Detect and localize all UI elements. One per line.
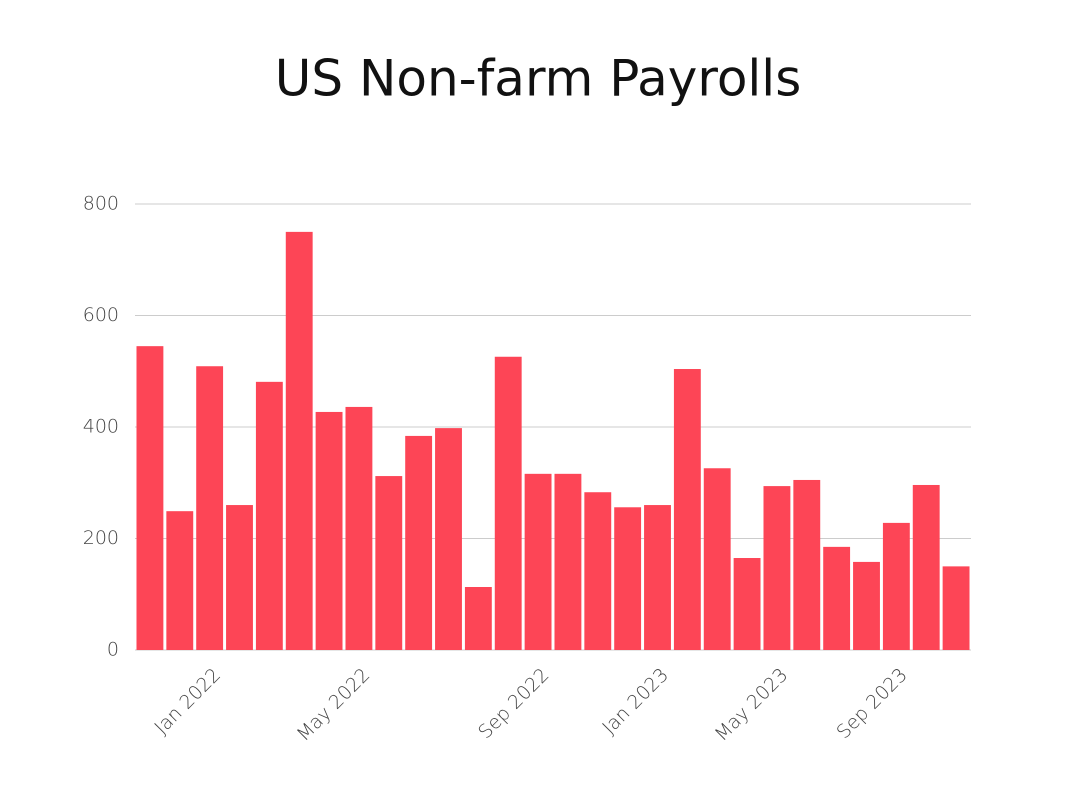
y-tick-label: 400 [83, 416, 119, 438]
bar [673, 369, 701, 650]
bar [494, 356, 522, 650]
y-tick-label: 800 [83, 193, 119, 215]
x-tick-label: Jan 2023 [598, 664, 673, 739]
x-tick-label: May 2023 [711, 664, 793, 746]
x-tick-label: May 2022 [293, 664, 375, 746]
bar [793, 479, 821, 650]
y-tick-label: 600 [83, 304, 119, 326]
bar [315, 411, 343, 650]
bar [853, 561, 880, 650]
x-tick-label: Sep 2023 [832, 664, 911, 743]
bar [464, 587, 492, 650]
bar [584, 492, 612, 650]
chart-title: US Non-farm Payrolls [275, 50, 802, 108]
bar [912, 484, 940, 650]
y-tick-label: 200 [83, 527, 119, 549]
bar [375, 476, 403, 650]
bar [733, 558, 761, 650]
x-tick-label: Jan 2022 [150, 664, 225, 739]
bar [882, 522, 910, 650]
bar [614, 507, 642, 650]
bar [405, 435, 433, 650]
bar [435, 428, 462, 650]
bar [255, 381, 283, 650]
bar [285, 231, 313, 650]
bar [823, 546, 851, 650]
bar [166, 511, 194, 650]
y-tick-label: 0 [107, 639, 119, 661]
bar [524, 473, 552, 650]
bar [345, 406, 373, 650]
bar [554, 473, 582, 650]
bar [703, 468, 731, 650]
bar [763, 486, 791, 650]
bar [644, 505, 671, 650]
bar [136, 346, 164, 650]
x-tick-label: Sep 2022 [474, 664, 553, 743]
bar [942, 566, 970, 650]
bar [226, 505, 253, 650]
bar [196, 366, 224, 650]
